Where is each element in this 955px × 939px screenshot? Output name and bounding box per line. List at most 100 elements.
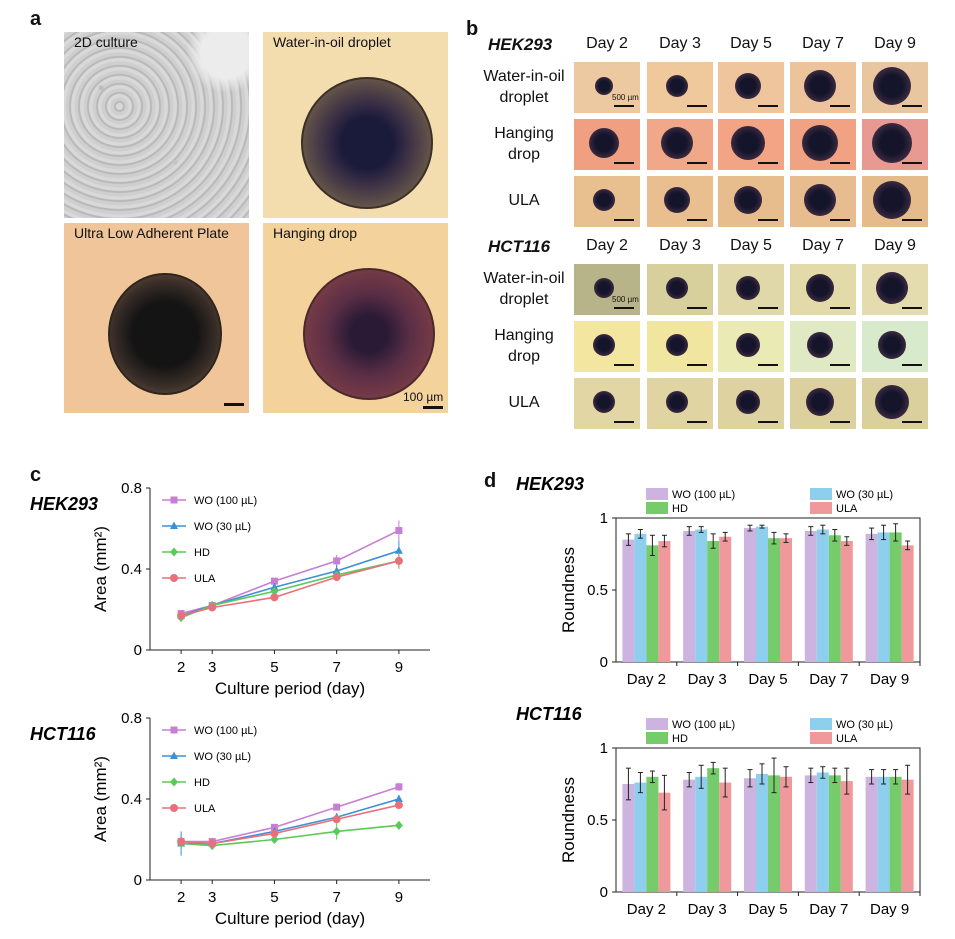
bar [780,776,792,892]
legend-swatch [810,718,832,730]
data-point [170,726,178,734]
legend-swatch [646,488,668,500]
cell-line-label: HEK293 [488,35,553,54]
spheroid-thumbnail [718,62,784,113]
day-label: Day 3 [659,35,701,52]
bar [695,529,708,662]
y-tick-label: 0.4 [121,561,142,578]
scale-bar [902,364,922,366]
scale-bar [758,105,778,107]
legend-swatch [810,502,832,514]
data-point [170,496,178,504]
data-point [395,783,403,791]
bar [901,545,914,662]
y-tick-label: 0 [134,642,142,659]
legend-label: HD [194,547,210,559]
scale-bar [830,162,850,164]
data-point [395,527,403,535]
spheroid-thumbnail [862,62,928,113]
spheroid [666,74,688,97]
chart-title: HEK293 [516,474,584,494]
bar [683,779,696,892]
bar [768,538,780,662]
day-label: Day 7 [802,237,844,254]
bar [634,533,647,662]
x-tick-label: 3 [208,659,216,676]
scale-bar [758,162,778,164]
spheroid [804,183,836,216]
scale-bar [830,105,850,107]
scale-bar [614,105,634,107]
spheroid [804,69,836,102]
day-label: Day 3 [659,237,701,254]
y-tick-label: 0 [134,872,142,889]
day-label: Day 9 [874,237,916,254]
spheroid [589,127,619,158]
x-tick-label: 7 [332,889,340,906]
scale-bar [687,105,707,107]
legend-label: ULA [836,733,858,745]
spheroid-thumbnail [862,119,928,170]
data-point [177,611,186,620]
legend-label: HD [672,733,688,745]
x-tick-label: Day 5 [748,671,787,688]
bar [646,776,659,892]
x-tick-label: 9 [395,659,403,676]
day-label: Day 9 [874,35,916,52]
spheroid-thumbnail [574,378,640,429]
scale-bar [902,105,922,107]
data-point [332,815,341,824]
line-chart-hek293-area: HEK293 0 0.4 0.8 2 3 5 7 9 Culture period (day) Ar… [30,480,430,698]
panel-b-label: b [466,18,479,40]
condition-label: Water-in-oil droplet [483,270,565,308]
scale-text: 100 µm [403,390,444,404]
bar [744,778,756,892]
data-point [270,829,279,838]
spheroid [806,387,834,416]
legend-label: WO (30 µL) [836,719,893,731]
legend-label: WO (100 µL) [194,725,257,737]
y-tick-label: 0.5 [587,582,608,599]
y-axis-label: Area (mm²) [91,756,110,842]
legend-label: WO (100 µL) [672,489,735,501]
bar [828,535,841,662]
scale-bar [902,421,922,423]
spheroid-thumbnail [718,119,784,170]
x-tick-label: 5 [270,889,278,906]
scale-bar [902,219,922,221]
spheroid [593,333,615,356]
spheroid-thumbnail [862,378,928,429]
line-chart-hct116-area: HCT116 0 0.4 0.8 2 3 5 7 9 Culture period (day) Ar… [30,710,430,928]
bar [840,541,853,662]
bar [719,536,732,662]
legend-swatch [646,502,668,514]
bar [634,782,647,892]
data-point [170,574,178,582]
legend-label: ULA [836,503,858,515]
cell-line-label: HCT116 [488,237,551,256]
y-tick-label: 0 [600,654,608,671]
tile-caption: Water-in-oil droplet [273,34,391,50]
y-tick-label: 1 [600,510,608,527]
x-tick-label: Day 5 [748,901,787,918]
legend-label: WO (30 µL) [194,751,251,763]
legend-swatch [646,732,668,744]
day-label: Day 7 [802,35,844,52]
scale-bar [423,406,443,409]
spheroid-thumbnail [790,62,856,113]
x-tick-label: Day 9 [870,901,909,918]
scale-bar [687,162,707,164]
condition-label: ULA [508,192,540,209]
y-axis-label: Roundness [559,547,578,633]
data-point [170,547,178,557]
spheroid [735,72,761,99]
x-tick-label: Day 7 [809,671,848,688]
x-tick-label: 7 [332,659,340,676]
spheroid [666,390,688,413]
data-point [394,801,403,810]
chart-title: HEK293 [30,494,98,514]
bar [768,775,780,892]
day-label: Day 5 [730,35,772,52]
legend-label: WO (100 µL) [194,495,257,507]
legend-swatch [646,718,668,730]
